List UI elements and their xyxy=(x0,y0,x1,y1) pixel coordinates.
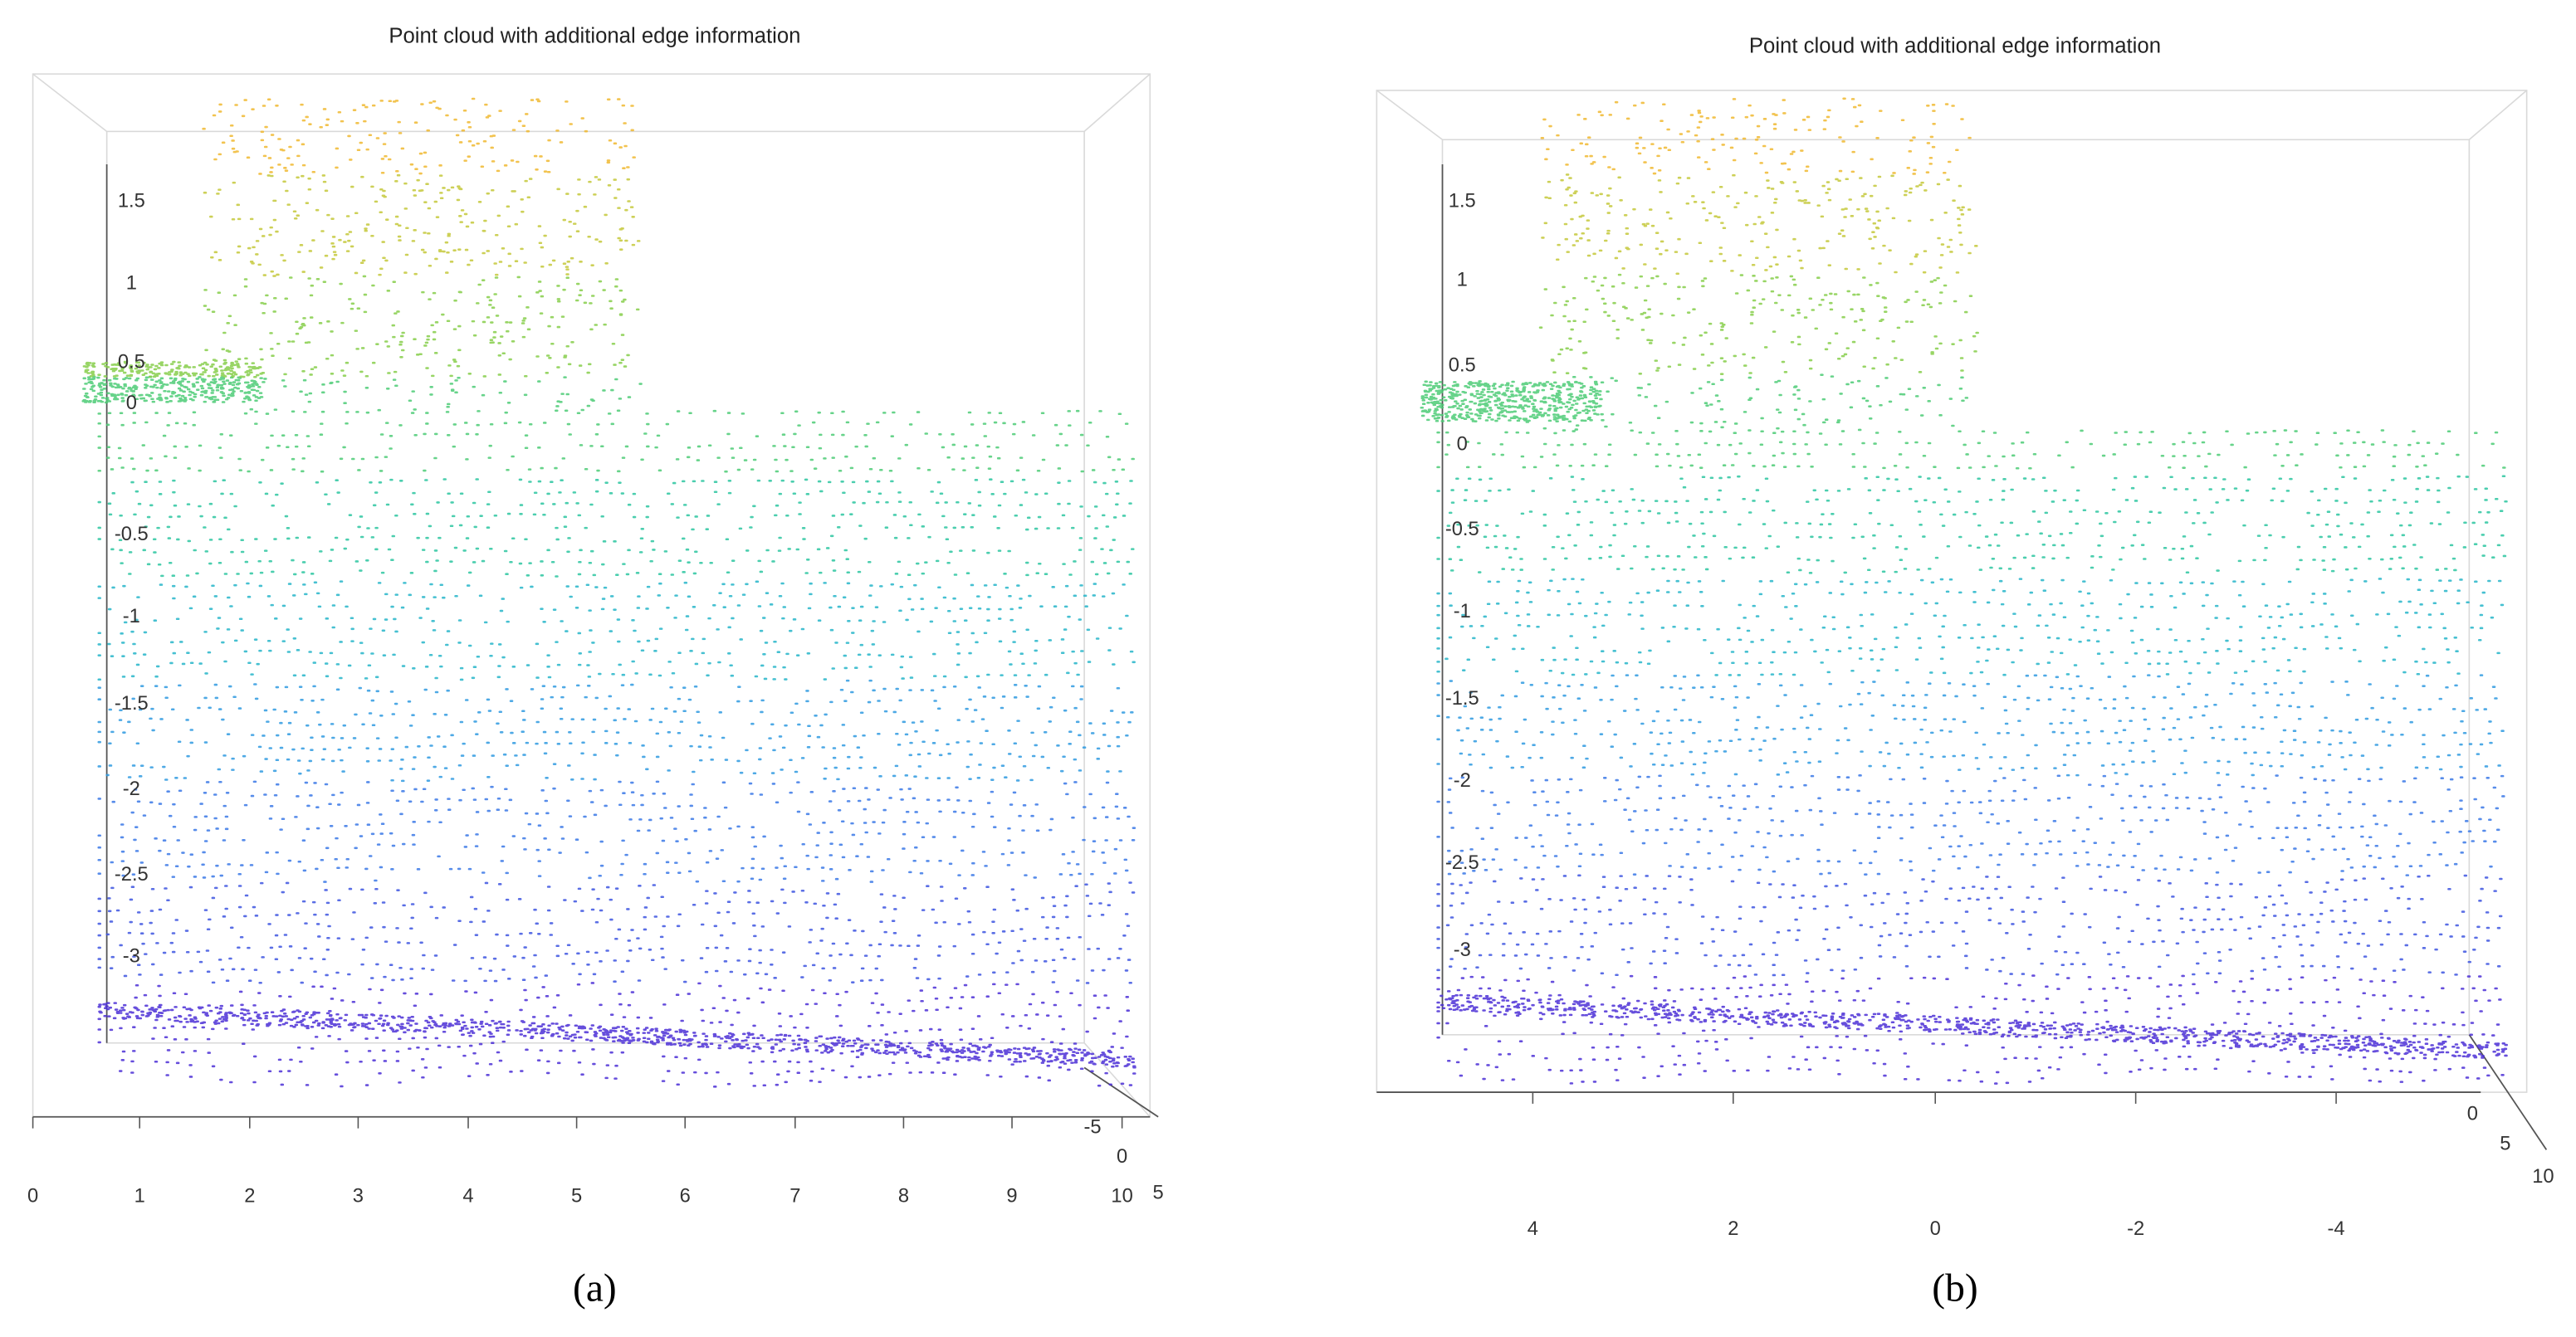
x-tick-label: 9 xyxy=(1006,1186,1017,1208)
z-tick-label: -2 xyxy=(123,778,140,800)
z-tick-label: -1 xyxy=(1454,601,1471,622)
x-tick-label: 7 xyxy=(789,1186,800,1208)
point-band xyxy=(203,173,641,277)
labels: Point cloud with additional edge informa… xyxy=(27,25,2554,1310)
point-band xyxy=(1541,173,1978,276)
x-tick-label: 1 xyxy=(134,1186,145,1208)
x-tick-label: 5 xyxy=(571,1186,582,1208)
z-tick-label: -2.5 xyxy=(1445,852,1479,874)
point-band xyxy=(1436,874,2503,977)
point-band xyxy=(97,478,1135,578)
z-tick-label: -3 xyxy=(123,946,140,968)
z-tick-label: -0.5 xyxy=(115,524,149,545)
box-edge xyxy=(2468,90,2528,140)
point-band xyxy=(1538,273,1979,375)
box-edge xyxy=(32,73,108,133)
point-band xyxy=(202,97,636,175)
x-tick-label: 0 xyxy=(27,1186,38,1208)
point-band xyxy=(97,580,1136,681)
z-tick-label: 0 xyxy=(126,393,137,414)
point-band xyxy=(1436,774,2505,876)
x-tick-label: 4 xyxy=(1528,1218,1538,1240)
x-tick-label: -2 xyxy=(2127,1218,2144,1240)
z-tick-label: 1.5 xyxy=(1449,190,1476,212)
point-band xyxy=(1436,578,2505,676)
y-tick-label: 0 xyxy=(1117,1146,1127,1168)
x-tick-label: 0 xyxy=(1930,1218,1941,1240)
point-band xyxy=(97,679,1134,783)
x-tick-label: 8 xyxy=(898,1186,909,1208)
z-tick-label: 1 xyxy=(1457,269,1468,290)
x-tick-label: 6 xyxy=(680,1186,691,1208)
x-tick-label: 2 xyxy=(1728,1218,1738,1240)
point-band xyxy=(1436,475,2508,574)
x-tick-label: 2 xyxy=(244,1186,255,1208)
box-front xyxy=(32,73,1151,1118)
point-band xyxy=(1540,97,1972,175)
box-back xyxy=(1441,139,2471,1036)
z-tick-label: -2.5 xyxy=(115,864,149,886)
y-tick-label: 0 xyxy=(2467,1104,2478,1125)
y-tick-label: 10 xyxy=(2532,1166,2554,1188)
caption: (b) xyxy=(1932,1266,1977,1310)
panel-title: Point cloud with additional edge informa… xyxy=(389,25,800,48)
point-band xyxy=(97,881,1136,984)
box-edge xyxy=(1083,73,1151,132)
y-axis xyxy=(1083,1066,1159,1118)
z-tick-label: 0.5 xyxy=(118,351,145,373)
point-band xyxy=(97,780,1136,883)
z-tick-label: 0 xyxy=(1457,433,1468,455)
z-tick-label: -1.5 xyxy=(115,693,149,715)
point-clouds xyxy=(81,97,2508,1088)
point-band xyxy=(81,375,1135,473)
y-tick-label: -5 xyxy=(1083,1117,1101,1139)
point-band xyxy=(1436,974,2508,1085)
panel-b-frame xyxy=(1376,90,2548,1150)
y-tick-label: 5 xyxy=(2500,1133,2510,1154)
y-tick-label: 5 xyxy=(1153,1183,1164,1204)
caption: (a) xyxy=(573,1266,617,1310)
panel-title: Point cloud with additional edge informa… xyxy=(1749,34,2161,57)
x-tick-label: 4 xyxy=(462,1186,473,1208)
z-tick-label: 1 xyxy=(126,272,137,294)
point-band xyxy=(97,982,1136,1088)
z-tick-label: -1 xyxy=(123,606,140,627)
point-band xyxy=(82,275,640,378)
x-tick-label: 3 xyxy=(353,1186,364,1208)
z-tick-label: 1.5 xyxy=(118,190,145,212)
x-tick-label: -4 xyxy=(2328,1218,2345,1240)
z-tick-label: 0.5 xyxy=(1449,354,1476,376)
x-tick-label: 10 xyxy=(1111,1186,1132,1208)
box-edge xyxy=(1376,90,1443,140)
z-tick-label: -1.5 xyxy=(1445,688,1479,710)
y-axis xyxy=(2468,1034,2548,1150)
z-tick-label: -0.5 xyxy=(1445,519,1479,540)
panel-a-frame xyxy=(32,73,1159,1118)
point-band xyxy=(1420,373,2506,470)
point-band xyxy=(1436,674,2505,777)
z-tick-label: -2 xyxy=(1454,770,1471,792)
z-tick-label: -3 xyxy=(1454,939,1471,961)
